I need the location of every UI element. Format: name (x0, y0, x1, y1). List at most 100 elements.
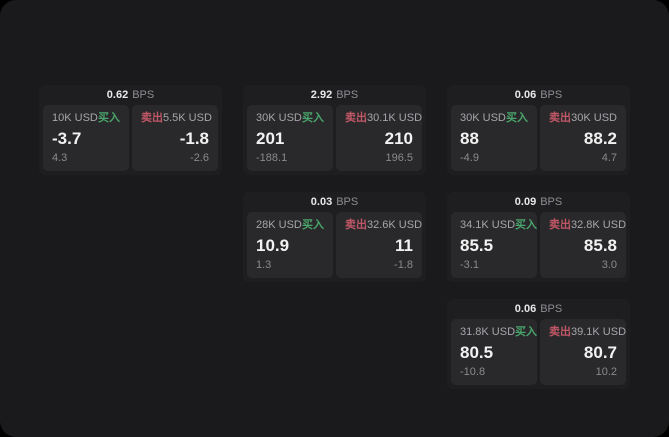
buy-sub-value: -3.1 (460, 259, 479, 271)
buy-side-label: 买入 (302, 112, 324, 124)
sell-panel-top-row: 卖出 32.6K USD (345, 219, 422, 232)
sell-sub-value: -2.6 (190, 152, 209, 164)
quote-card: 0.03 BPS 28K USD 买入 10.9 1.3 卖出 32.6K US… (243, 192, 426, 282)
sell-amount: 39.1K USD (571, 326, 627, 338)
sell-amount: 32.6K USD (367, 219, 423, 231)
buy-sub-value: -4.9 (460, 152, 479, 164)
sell-price: 80.7 (583, 343, 617, 362)
buy-side-label: 买入 (515, 219, 538, 231)
sell-price: 88.2 (583, 129, 617, 148)
sell-quote-panel[interactable]: 卖出 30.1K USD 210 196.5 (336, 105, 422, 171)
buy-price: 201 (256, 129, 285, 148)
bps-unit-label: BPS (336, 89, 359, 101)
bps-value: 0.62 (106, 89, 129, 101)
bps-value: 0.03 (310, 196, 333, 208)
bps-value: 2.92 (310, 89, 333, 101)
sell-quote-panel[interactable]: 卖出 32.8K USD 85.8 3.0 (540, 212, 626, 278)
buy-sub-value: 4.3 (52, 152, 68, 164)
quote-card: 0.06 BPS 31.8K USD 买入 80.5 -10.8 卖出 39.1… (447, 299, 630, 389)
buy-price: 80.5 (460, 343, 494, 362)
sell-price: 210 (384, 129, 413, 148)
sell-quote-panel[interactable]: 卖出 39.1K USD 80.7 10.2 (540, 319, 626, 385)
sell-side-label: 卖出 (141, 112, 163, 124)
buy-panel-top-row: 31.8K USD 买入 (460, 326, 537, 339)
bps-unit-label: BPS (540, 303, 563, 315)
bps-value: 0.06 (514, 89, 537, 101)
card-header-bps: 2.92 BPS (243, 85, 426, 105)
buy-amount: 28K USD (256, 219, 302, 231)
sell-panel-top-row: 卖出 30.1K USD (345, 112, 422, 125)
sell-price: -1.8 (179, 129, 209, 148)
sell-sub-value: 4.7 (601, 152, 617, 164)
sell-price: 11 (395, 236, 413, 255)
sell-quote-panel[interactable]: 卖出 5.5K USD -1.8 -2.6 (132, 105, 218, 171)
sell-panel-top-row: 卖出 30K USD (549, 112, 617, 125)
buy-quote-panel[interactable]: 30K USD 买入 201 -188.1 (247, 105, 333, 171)
card-header-bps: 0.06 BPS (447, 299, 630, 319)
buy-side-label: 买入 (98, 112, 120, 124)
buy-quote-panel[interactable]: 30K USD 买入 88 -4.9 (451, 105, 537, 171)
bps-value: 0.06 (514, 303, 537, 315)
card-body: 10K USD 买入 -3.7 4.3 卖出 5.5K USD -1.8 -2.… (39, 105, 222, 175)
buy-side-label: 买入 (302, 219, 324, 231)
buy-side-label: 买入 (515, 326, 538, 338)
buy-price: -3.7 (52, 129, 82, 148)
buy-panel-top-row: 28K USD 买入 (256, 219, 324, 232)
card-header-bps: 0.03 BPS (243, 192, 426, 212)
sell-panel-top-row: 卖出 32.8K USD (549, 219, 626, 232)
sell-side-label: 卖出 (345, 219, 367, 231)
bps-unit-label: BPS (336, 196, 359, 208)
quote-card: 0.62 BPS 10K USD 买入 -3.7 4.3 卖出 5.5K USD… (39, 85, 222, 175)
buy-price: 10.9 (256, 236, 290, 255)
sell-amount: 5.5K USD (163, 112, 212, 124)
bps-unit-label: BPS (540, 196, 563, 208)
card-body: 34.1K USD 买入 85.5 -3.1 卖出 32.8K USD 85.8… (447, 212, 630, 282)
quote-card: 0.06 BPS 30K USD 买入 88 -4.9 卖出 30K USD 8… (447, 85, 630, 175)
sell-sub-value: 10.2 (595, 366, 617, 378)
sell-side-label: 卖出 (549, 112, 571, 124)
card-body: 31.8K USD 买入 80.5 -10.8 卖出 39.1K USD 80.… (447, 319, 630, 389)
sell-amount: 30.1K USD (367, 112, 423, 124)
buy-amount: 10K USD (52, 112, 98, 124)
card-body: 30K USD 买入 88 -4.9 卖出 30K USD 88.2 4.7 (447, 105, 630, 175)
sell-quote-panel[interactable]: 卖出 32.6K USD 11 -1.8 (336, 212, 422, 278)
buy-sub-value: -188.1 (256, 152, 288, 164)
buy-panel-top-row: 10K USD 买入 (52, 112, 120, 125)
buy-price: 85.5 (460, 236, 494, 255)
buy-panel-top-row: 30K USD 买入 (460, 112, 528, 125)
buy-quote-panel[interactable]: 34.1K USD 买入 85.5 -3.1 (451, 212, 537, 278)
buy-side-label: 买入 (506, 112, 528, 124)
buy-quote-panel[interactable]: 28K USD 买入 10.9 1.3 (247, 212, 333, 278)
bps-unit-label: BPS (540, 89, 563, 101)
card-body: 30K USD 买入 201 -188.1 卖出 30.1K USD 210 1… (243, 105, 426, 175)
buy-price: 88 (460, 129, 479, 148)
sell-panel-top-row: 卖出 5.5K USD (141, 112, 212, 125)
buy-amount: 30K USD (460, 112, 506, 124)
sell-side-label: 卖出 (345, 112, 367, 124)
buy-panel-top-row: 34.1K USD 买入 (460, 219, 537, 232)
quote-cards-grid: 0.62 BPS 10K USD 买入 -3.7 4.3 卖出 5.5K USD… (39, 85, 630, 389)
sell-amount: 32.8K USD (571, 219, 627, 231)
sell-side-label: 卖出 (549, 326, 571, 338)
sell-side-label: 卖出 (549, 219, 571, 231)
card-body: 28K USD 买入 10.9 1.3 卖出 32.6K USD 11 -1.8 (243, 212, 426, 282)
sell-quote-panel[interactable]: 卖出 30K USD 88.2 4.7 (540, 105, 626, 171)
card-header-bps: 0.06 BPS (447, 85, 630, 105)
buy-quote-panel[interactable]: 31.8K USD 买入 80.5 -10.8 (451, 319, 537, 385)
buy-sub-value: 1.3 (256, 259, 272, 271)
bps-unit-label: BPS (132, 89, 155, 101)
quote-card: 0.09 BPS 34.1K USD 买入 85.5 -3.1 卖出 32.8K… (447, 192, 630, 282)
quote-card: 2.92 BPS 30K USD 买入 201 -188.1 卖出 30.1K … (243, 85, 426, 175)
buy-panel-top-row: 30K USD 买入 (256, 112, 324, 125)
buy-quote-panel[interactable]: 10K USD 买入 -3.7 4.3 (43, 105, 129, 171)
sell-price: 85.8 (583, 236, 617, 255)
buy-amount: 31.8K USD (460, 326, 516, 338)
buy-amount: 34.1K USD (460, 219, 516, 231)
sell-amount: 30K USD (571, 112, 617, 124)
buy-amount: 30K USD (256, 112, 302, 124)
sell-sub-value: 196.5 (385, 152, 413, 164)
sell-sub-value: 3.0 (601, 259, 617, 271)
card-header-bps: 0.62 BPS (39, 85, 222, 105)
sell-sub-value: -1.8 (394, 259, 413, 271)
